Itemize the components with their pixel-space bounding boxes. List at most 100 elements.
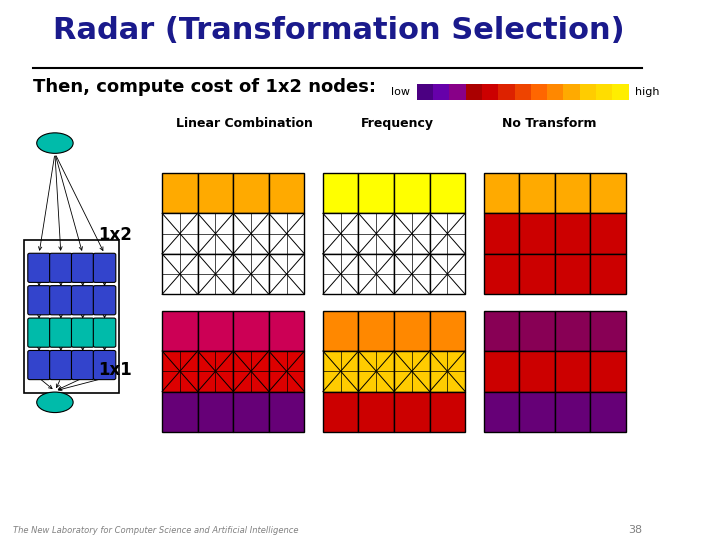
FancyBboxPatch shape	[28, 286, 50, 315]
Bar	[433, 84, 449, 100]
Bar	[596, 84, 612, 100]
Text: 38: 38	[628, 524, 642, 535]
Bar	[531, 84, 547, 100]
Text: Linear Combination: Linear Combination	[176, 117, 313, 130]
Bar	[198, 310, 233, 351]
Bar	[233, 392, 269, 432]
Ellipse shape	[37, 133, 73, 153]
Bar	[466, 84, 482, 100]
FancyBboxPatch shape	[71, 286, 94, 315]
Bar	[198, 392, 233, 432]
Bar	[482, 84, 498, 100]
FancyBboxPatch shape	[71, 350, 94, 380]
Bar	[323, 310, 359, 351]
FancyBboxPatch shape	[94, 253, 116, 282]
FancyBboxPatch shape	[50, 286, 72, 315]
Bar	[394, 254, 430, 294]
Text: No Transform: No Transform	[502, 117, 596, 130]
Bar	[590, 213, 626, 254]
Bar	[233, 254, 269, 294]
Bar	[394, 213, 430, 254]
Bar	[162, 213, 198, 254]
Text: Frequency: Frequency	[361, 117, 433, 130]
Bar	[519, 310, 555, 351]
Bar	[580, 84, 596, 100]
Bar	[430, 213, 465, 254]
Bar	[394, 310, 430, 351]
Bar	[269, 351, 305, 392]
Bar	[24, 240, 119, 393]
Bar	[555, 254, 590, 294]
Bar	[484, 254, 519, 294]
Bar	[198, 173, 233, 213]
Bar	[162, 392, 198, 432]
Ellipse shape	[37, 392, 73, 413]
Bar	[359, 310, 394, 351]
Bar	[430, 173, 465, 213]
Bar	[519, 213, 555, 254]
Bar	[359, 351, 394, 392]
Bar	[519, 392, 555, 432]
Text: low: low	[391, 87, 410, 97]
Bar	[198, 351, 233, 392]
Bar	[590, 173, 626, 213]
Text: 1x2: 1x2	[99, 226, 132, 244]
Bar	[484, 392, 519, 432]
Bar	[162, 173, 198, 213]
Bar	[590, 254, 626, 294]
FancyBboxPatch shape	[94, 318, 116, 347]
Bar	[162, 310, 198, 351]
FancyBboxPatch shape	[28, 350, 50, 380]
Bar	[162, 351, 198, 392]
Bar	[323, 392, 359, 432]
Bar	[417, 84, 433, 100]
Text: Radar (Transformation Selection): Radar (Transformation Selection)	[53, 16, 624, 45]
Bar	[394, 392, 430, 432]
Text: high: high	[635, 87, 660, 97]
Bar	[359, 173, 394, 213]
FancyBboxPatch shape	[50, 318, 72, 347]
Bar	[269, 173, 305, 213]
Bar	[233, 310, 269, 351]
FancyBboxPatch shape	[28, 318, 50, 347]
Bar	[555, 213, 590, 254]
Bar	[394, 173, 430, 213]
Bar	[555, 173, 590, 213]
FancyBboxPatch shape	[94, 350, 116, 380]
Bar	[484, 310, 519, 351]
Bar	[547, 84, 564, 100]
Bar	[590, 392, 626, 432]
Bar	[430, 254, 465, 294]
Bar	[359, 213, 394, 254]
FancyBboxPatch shape	[28, 253, 50, 282]
Bar	[515, 84, 531, 100]
Bar	[430, 351, 465, 392]
FancyBboxPatch shape	[71, 318, 94, 347]
Bar	[233, 351, 269, 392]
Bar	[394, 351, 430, 392]
Bar	[484, 213, 519, 254]
Bar	[233, 173, 269, 213]
Bar	[269, 213, 305, 254]
Bar	[590, 351, 626, 392]
Bar	[555, 351, 590, 392]
Bar	[612, 84, 629, 100]
Bar	[555, 392, 590, 432]
FancyBboxPatch shape	[71, 253, 94, 282]
Bar	[555, 310, 590, 351]
Bar	[484, 173, 519, 213]
Bar	[198, 213, 233, 254]
Bar	[484, 351, 519, 392]
Bar	[323, 351, 359, 392]
Text: 1x1: 1x1	[99, 361, 132, 379]
Bar	[449, 84, 466, 100]
Bar	[430, 310, 465, 351]
Bar	[323, 213, 359, 254]
Bar	[498, 84, 515, 100]
Bar	[430, 392, 465, 432]
Bar	[564, 84, 580, 100]
FancyBboxPatch shape	[50, 253, 72, 282]
Bar	[323, 254, 359, 294]
Bar	[269, 392, 305, 432]
Text: The New Laboratory for Computer Science and Artificial Intelligence: The New Laboratory for Computer Science …	[13, 525, 299, 535]
